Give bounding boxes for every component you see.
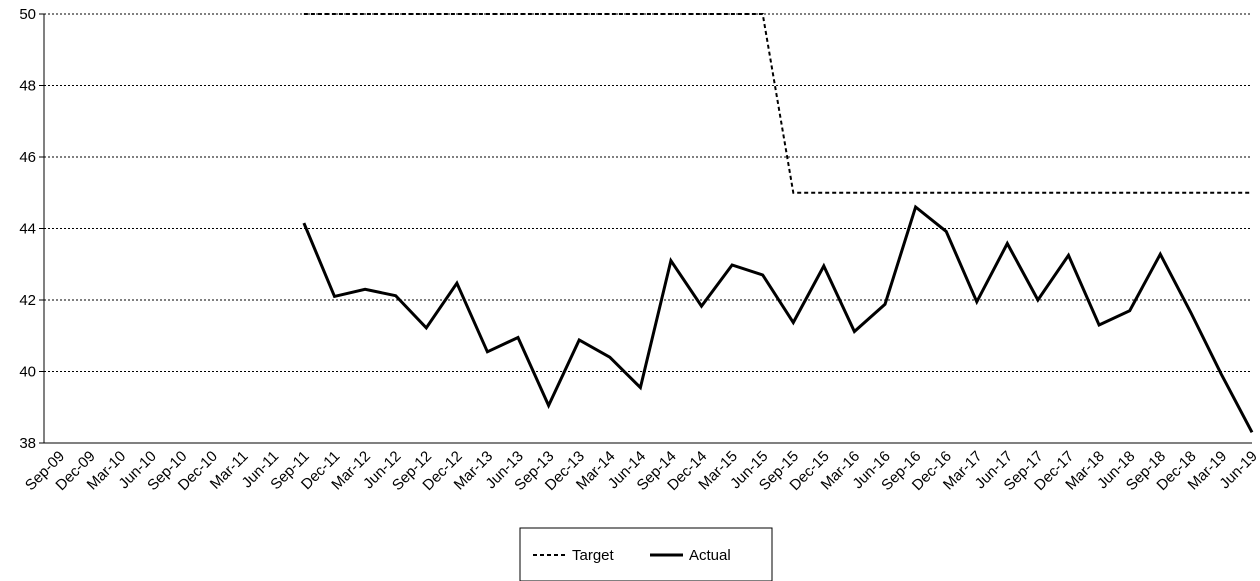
legend-target-label: Target <box>572 547 615 564</box>
y-tick-label: 46 <box>19 149 36 166</box>
legend: Target Actual <box>519 527 773 581</box>
y-tick-label: 48 <box>19 78 36 95</box>
y-tick-label: 42 <box>19 292 36 309</box>
y-tick-labels: 38 40 42 44 46 48 50 <box>19 6 36 452</box>
series-lines <box>302 13 1254 434</box>
y-tick-label: 44 <box>19 221 36 238</box>
series-line-target <box>303 13 1252 194</box>
y-tick-label: 50 <box>19 6 36 23</box>
x-tick-labels: Sep-09Dec-09Mar-10Jun-10Sep-10Dec-10Mar-… <box>22 448 1260 494</box>
y-tick-label: 40 <box>19 364 36 381</box>
legend-actual-label: Actual <box>689 547 731 564</box>
series-line-actual <box>302 204 1254 434</box>
axes <box>39 13 1252 444</box>
y-tick-label: 38 <box>19 435 36 452</box>
